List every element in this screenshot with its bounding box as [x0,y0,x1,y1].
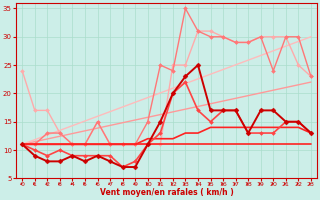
X-axis label: Vent moyen/en rafales ( km/h ): Vent moyen/en rafales ( km/h ) [100,188,234,197]
